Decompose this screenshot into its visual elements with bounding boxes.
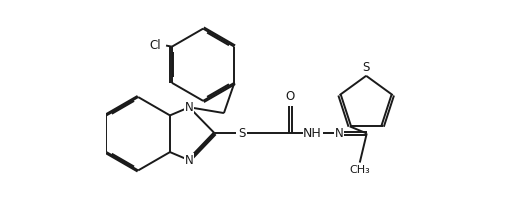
Text: N: N [335,127,343,140]
Text: N: N [185,154,194,167]
Text: S: S [362,61,370,74]
Text: O: O [286,90,295,103]
Text: NH: NH [303,127,322,140]
Text: Cl: Cl [150,39,161,52]
Text: S: S [238,127,245,140]
Text: CH₃: CH₃ [350,165,370,175]
Text: N: N [185,101,194,114]
